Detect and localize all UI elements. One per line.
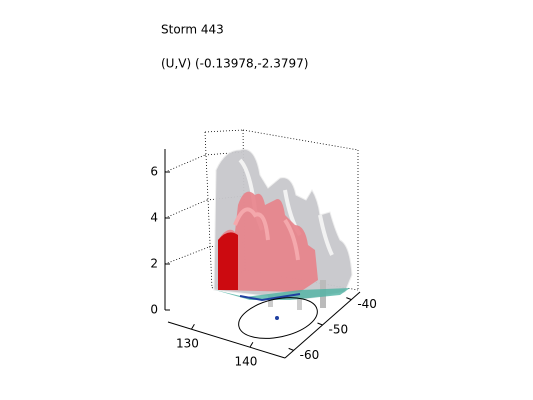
- z-tick-label: 6: [150, 165, 158, 179]
- isosurface-red: [218, 191, 318, 292]
- x-tick-label: 140: [234, 355, 257, 369]
- chart-subtitle: (U,V) (-0.13978,-2.3797): [161, 57, 308, 71]
- x-axis: [167, 321, 286, 359]
- y-tick-label: -60: [300, 348, 320, 362]
- y-tick-label: -40: [357, 297, 377, 311]
- x-tick-label: 130: [176, 337, 199, 351]
- z-tick-label: 2: [150, 257, 158, 271]
- y-tick: [317, 322, 323, 326]
- x-tick: [190, 323, 195, 330]
- y-tick: [288, 347, 294, 351]
- z-tick-label: 0: [150, 303, 158, 317]
- x-tick: [249, 341, 254, 348]
- y-tick-label: -50: [329, 323, 349, 337]
- ground-contours: [215, 288, 350, 339]
- z-tick-label: 4: [150, 211, 158, 225]
- y-tick: [346, 297, 352, 301]
- chart-title: Storm 443: [161, 23, 224, 37]
